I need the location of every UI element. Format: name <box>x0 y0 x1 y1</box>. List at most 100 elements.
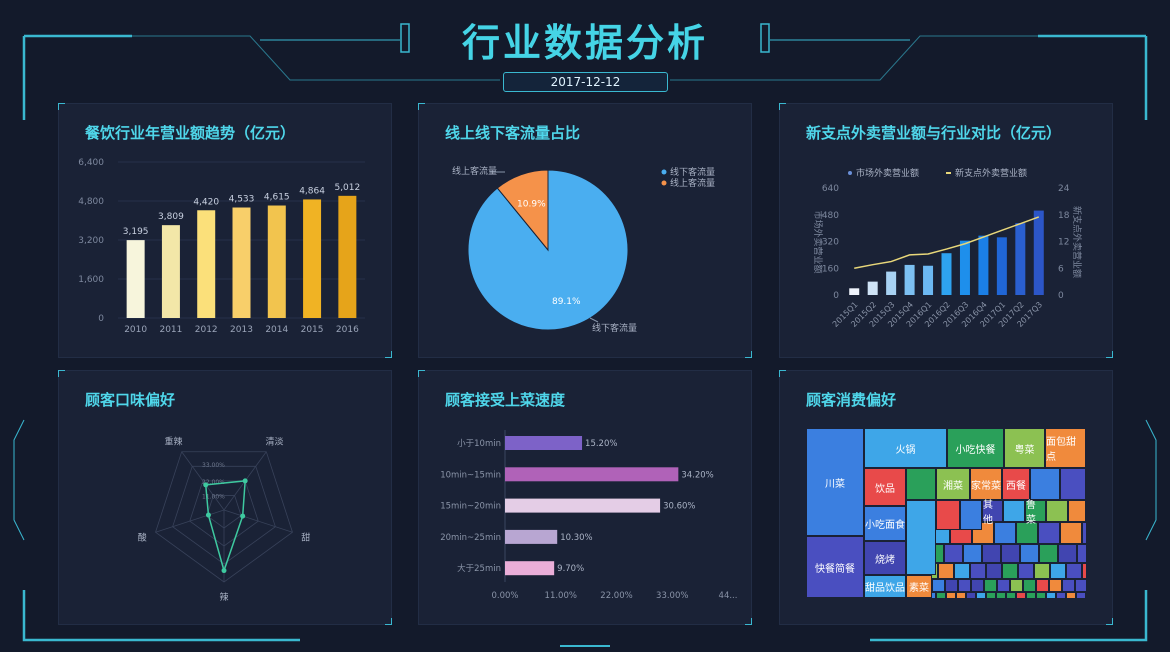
radar-point[interactable] <box>221 568 227 574</box>
treemap-tile[interactable] <box>1058 544 1077 563</box>
treemap-tile[interactable] <box>971 579 984 592</box>
treemap-tile[interactable] <box>944 544 963 563</box>
treemap-tile[interactable] <box>1049 579 1062 592</box>
date-badge[interactable]: 2017-12-12 <box>503 72 668 92</box>
treemap-tile[interactable] <box>1030 468 1060 500</box>
radar-axis <box>155 509 225 533</box>
treemap-cell[interactable]: 烧烤 <box>864 541 906 575</box>
treemap-tile[interactable] <box>938 563 954 579</box>
treemap-tile[interactable] <box>1056 592 1066 598</box>
data-label: 4,864 <box>299 186 325 196</box>
treemap-tile[interactable] <box>1038 522 1060 544</box>
treemap-cell[interactable]: 家常菜 <box>970 468 1002 500</box>
treemap-tile[interactable] <box>1077 544 1086 563</box>
legend-marker[interactable] <box>848 171 852 175</box>
treemap-cell[interactable]: 素菜 <box>906 575 932 598</box>
treemap-tile[interactable] <box>984 579 997 592</box>
treemap-tile[interactable] <box>1036 579 1049 592</box>
radar-point[interactable] <box>240 513 246 519</box>
bar <box>959 240 970 295</box>
treemap-cell[interactable]: 小吃面食 <box>864 506 906 541</box>
treemap-cell[interactable]: 鲁菜 <box>1025 500 1046 526</box>
treemap-tile[interactable] <box>963 544 982 563</box>
treemap-tile[interactable] <box>1036 592 1046 598</box>
treemap-tile[interactable] <box>996 592 1006 598</box>
legend-label[interactable]: 新支点外卖营业额 <box>955 167 1027 179</box>
treemap-tile[interactable] <box>1060 522 1082 544</box>
treemap-tile[interactable] <box>1075 579 1086 592</box>
pie-slice[interactable] <box>496 169 549 252</box>
treemap-cell[interactable]: 面包甜点 <box>1045 428 1086 468</box>
radar-point[interactable] <box>203 482 209 488</box>
treemap-tile[interactable] <box>1046 592 1056 598</box>
treemap-cell[interactable]: 其他 <box>982 500 1003 526</box>
legend-label[interactable]: 线下客流量 <box>670 166 715 178</box>
y-tick-label-left: 160 <box>822 264 839 274</box>
radar-series <box>204 480 246 574</box>
legend-label[interactable]: 市场外卖营业额 <box>856 167 919 179</box>
treemap-tile[interactable] <box>1001 544 1020 563</box>
treemap-tile[interactable] <box>1002 563 1018 579</box>
treemap-cell[interactable]: 小吃快餐 <box>947 428 1004 468</box>
radar-point[interactable] <box>242 478 248 484</box>
treemap-tile[interactable] <box>1082 522 1086 544</box>
treemap-tile[interactable] <box>1076 592 1086 598</box>
treemap-tile[interactable] <box>1006 592 1016 598</box>
treemap-tile[interactable] <box>1068 500 1086 522</box>
treemap-tile[interactable] <box>1066 563 1082 579</box>
treemap-tile[interactable] <box>1010 579 1023 592</box>
treemap-tile[interactable] <box>997 579 1010 592</box>
treemap-tile[interactable] <box>1062 579 1075 592</box>
treemap-tile[interactable] <box>976 592 986 598</box>
treemap-tile[interactable] <box>1020 544 1039 563</box>
treemap-cell[interactable]: 湘菜 <box>936 468 970 500</box>
treemap-tile[interactable] <box>946 592 956 598</box>
treemap-tile[interactable] <box>1003 500 1025 522</box>
treemap-tile[interactable] <box>1034 563 1050 579</box>
treemap-tile[interactable] <box>956 592 966 598</box>
treemap-tile[interactable] <box>1016 522 1038 544</box>
treemap-tile[interactable] <box>1026 592 1036 598</box>
treemap-tile[interactable] <box>982 544 1001 563</box>
treemap-tile[interactable] <box>986 563 1002 579</box>
panel-title: 线上线下客流量占比 <box>445 124 581 142</box>
radar-axis-label: 酸 <box>138 533 147 544</box>
treemap-cell[interactable]: 快餐简餐 <box>806 536 864 598</box>
treemap-tile[interactable] <box>1082 563 1086 579</box>
treemap-tile[interactable] <box>945 579 958 592</box>
legend-label[interactable]: 线上客流量 <box>670 177 715 189</box>
treemap-cell[interactable]: 川菜 <box>806 428 864 536</box>
slice-name-label: 线下客流量 <box>592 322 637 334</box>
treemap-tile[interactable] <box>970 563 986 579</box>
legend-marker[interactable] <box>661 169 667 175</box>
treemap-cell[interactable]: 饮品 <box>864 468 906 506</box>
treemap-tile[interactable] <box>986 592 996 598</box>
treemap-tile[interactable] <box>954 563 970 579</box>
treemap-tile[interactable] <box>960 500 982 530</box>
treemap-tile[interactable] <box>1039 544 1058 563</box>
treemap-tile[interactable] <box>906 500 936 575</box>
treemap-tile[interactable] <box>1050 563 1066 579</box>
treemap-tile[interactable] <box>936 592 946 598</box>
treemap-cell[interactable]: 甜品饮品 <box>864 575 906 598</box>
treemap-cell[interactable]: 粤菜 <box>1004 428 1045 468</box>
treemap-cell[interactable]: 西餐 <box>1002 468 1030 500</box>
treemap-tile[interactable] <box>1023 579 1036 592</box>
treemap-tile[interactable] <box>932 579 945 592</box>
y-tick-label-right: 24 <box>1058 184 1070 194</box>
treemap-tile[interactable] <box>958 579 971 592</box>
treemap-tile[interactable] <box>936 500 960 530</box>
treemap-tile[interactable] <box>994 522 1016 544</box>
bar <box>161 225 180 318</box>
treemap-tile[interactable] <box>906 468 936 500</box>
treemap-tile[interactable] <box>1018 563 1034 579</box>
treemap-tile[interactable] <box>1060 468 1086 500</box>
treemap-tile[interactable] <box>966 592 976 598</box>
treemap-tile[interactable] <box>1066 592 1076 598</box>
treemap-tile[interactable] <box>1046 500 1068 522</box>
radar-point[interactable] <box>205 512 211 518</box>
legend-marker[interactable] <box>661 180 667 186</box>
treemap-cell[interactable]: 火锅 <box>864 428 947 468</box>
radar-ring-label: 22.00% <box>202 479 225 486</box>
treemap-tile[interactable] <box>1016 592 1026 598</box>
